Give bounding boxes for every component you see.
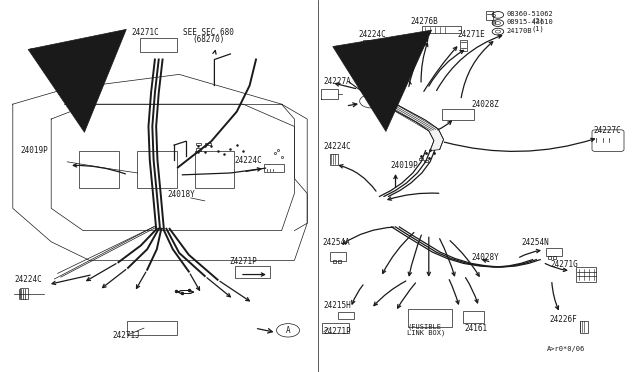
Bar [127,321,177,335]
Bar [205,143,211,145]
Text: 24224C: 24224C [323,142,351,151]
Text: 24224C: 24224C [234,156,262,165]
Text: (FUSIBLE: (FUSIBLE [407,323,441,330]
Bar [236,266,270,278]
Text: 08360-51062: 08360-51062 [506,11,553,17]
Text: 24226F: 24226F [549,315,577,324]
Text: FRONT: FRONT [63,47,87,66]
Text: A>r0*0/06: A>r0*0/06 [547,346,586,352]
Bar [322,323,349,333]
Text: 24028Y: 24028Y [472,253,499,262]
Text: A: A [369,97,374,106]
Text: A: A [285,326,291,335]
Text: 24019P: 24019P [390,161,418,170]
Text: 24271C: 24271C [131,28,159,37]
Bar [486,11,493,20]
Text: 24170B: 24170B [506,28,532,34]
Text: 24224C: 24224C [14,275,42,284]
Text: (1): (1) [531,26,544,32]
Bar [548,256,550,259]
Bar [79,151,119,188]
Text: 24019P: 24019P [20,146,48,155]
Text: Z4271P: Z4271P [229,257,257,266]
Text: 24271G: 24271G [550,260,578,269]
Bar [333,260,337,263]
Bar [460,40,467,51]
Bar [442,109,474,120]
Text: 24254N: 24254N [521,238,548,247]
Bar [580,321,588,333]
Text: 24161: 24161 [464,324,487,333]
Bar [419,158,423,160]
Bar [424,160,428,162]
Bar [20,288,28,299]
Bar [338,312,354,319]
Text: LINK BOX): LINK BOX) [407,330,445,336]
Text: 24271E: 24271E [457,30,484,39]
Text: 24276B: 24276B [411,17,438,26]
Text: 24271J: 24271J [112,331,140,340]
Polygon shape [349,80,444,151]
Bar [330,154,338,165]
Text: (68270): (68270) [192,35,225,44]
Bar [576,267,596,282]
Text: FRONT: FRONT [360,43,385,62]
Text: 24254A: 24254A [323,238,350,247]
Text: 08915-43610: 08915-43610 [506,19,553,25]
Bar [339,260,342,263]
Bar [422,26,461,33]
Bar [140,38,177,52]
Text: 24224C: 24224C [358,30,386,39]
Bar [463,311,484,323]
Text: 24227A: 24227A [323,77,351,86]
Text: S: S [492,12,496,18]
Text: 24227C: 24227C [594,126,621,135]
Bar [408,309,452,327]
Text: 24271P: 24271P [324,327,351,336]
Bar [264,164,284,172]
Bar [553,256,556,259]
Bar [545,248,562,256]
Text: 24018Y: 24018Y [168,190,195,199]
Text: W: W [492,20,496,26]
Text: SEE SEC.680: SEE SEC.680 [183,28,234,37]
Text: (2): (2) [531,17,544,24]
Text: 24215H: 24215H [324,301,351,310]
Bar [196,148,201,151]
Bar [137,151,177,188]
Bar [196,143,201,145]
Text: 24028Z: 24028Z [471,100,499,109]
Bar [330,252,346,262]
Bar [363,40,371,51]
Bar [195,151,234,188]
